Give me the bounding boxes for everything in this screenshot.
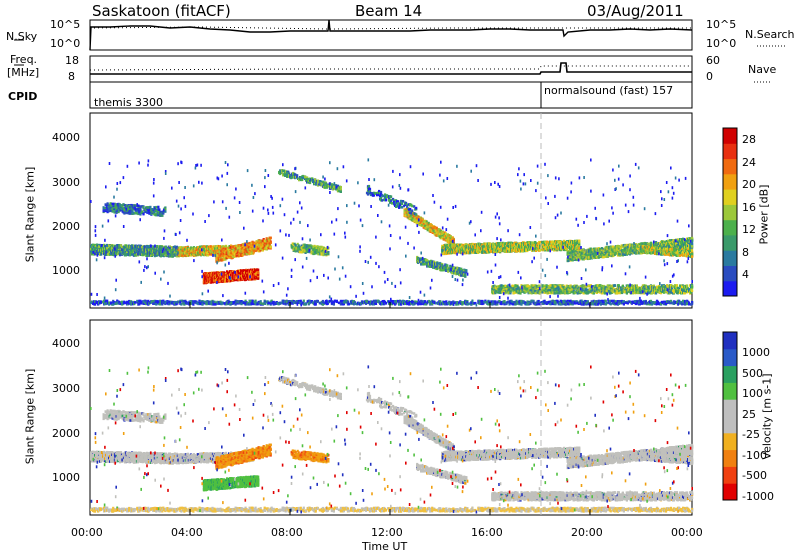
power-cell (428, 222, 430, 225)
power-cell (304, 176, 306, 179)
power-cell (340, 186, 342, 189)
power-cell (155, 206, 157, 209)
power-cell (164, 210, 166, 213)
power-cell (161, 214, 163, 217)
power-cell (322, 254, 324, 257)
power-cell (309, 182, 311, 185)
power-cell (157, 206, 159, 209)
power-panel-frame (90, 113, 692, 308)
power-cell (142, 206, 144, 209)
power-cell (490, 250, 492, 253)
power-cell (158, 208, 160, 211)
power-cell (340, 190, 342, 193)
power-cell (257, 269, 259, 272)
power-cell (286, 175, 288, 178)
power-cell (199, 246, 201, 249)
power-cell (270, 246, 272, 249)
power-cell (431, 225, 433, 228)
power-cell (139, 205, 141, 208)
power-cell (302, 177, 304, 180)
power-cell (155, 214, 157, 217)
power-cell (445, 232, 447, 235)
power-cell (270, 237, 272, 240)
power-cell (142, 213, 144, 216)
power-cell (92, 244, 94, 247)
power-cell (122, 203, 124, 206)
power-cell (257, 277, 259, 280)
power-cell (125, 205, 127, 208)
nsky-line (90, 20, 692, 50)
power-cell (318, 246, 320, 249)
nave-line (90, 66, 692, 70)
power-cell (219, 255, 221, 258)
power-cell (129, 212, 131, 215)
power-cell (169, 247, 171, 250)
power-cell (120, 244, 122, 247)
power-cell (257, 272, 259, 275)
power-cell (450, 235, 452, 238)
power-cell (139, 209, 141, 212)
power-cell (331, 185, 333, 188)
power-cell (121, 248, 123, 251)
power-cell (249, 242, 251, 245)
power-cell (306, 251, 308, 254)
power-cell (327, 252, 329, 255)
plot-canvas (0, 0, 800, 554)
power-cell (164, 208, 166, 211)
power-cell (251, 248, 253, 251)
power-cell (134, 212, 136, 215)
power-cell (149, 206, 151, 209)
power-cell (126, 212, 128, 215)
freq-line (90, 63, 692, 74)
nsky-panel-frame (90, 20, 692, 50)
power-cell (131, 253, 133, 256)
cpid-panel-frame (90, 82, 692, 108)
power-cell (270, 241, 272, 244)
power-cell (107, 202, 109, 205)
power-cell (131, 211, 133, 214)
power-cell (252, 241, 254, 244)
power-cell (320, 246, 322, 249)
power-cell (144, 245, 146, 248)
power-cell (294, 173, 296, 176)
freq-panel-frame (90, 56, 692, 82)
power-cell (127, 208, 129, 211)
power-cell (296, 174, 298, 177)
power-cell (103, 206, 105, 209)
